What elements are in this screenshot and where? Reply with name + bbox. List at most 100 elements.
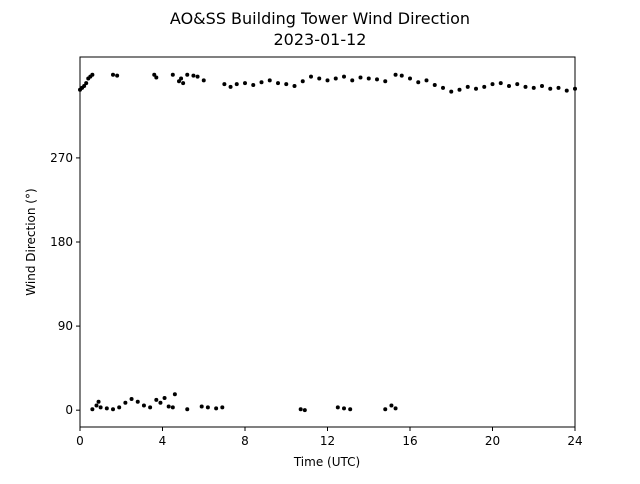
data-point [393, 72, 398, 77]
data-point [465, 84, 470, 89]
data-point [399, 73, 404, 78]
data-point [449, 89, 454, 94]
data-point [94, 403, 99, 408]
data-point [276, 81, 280, 86]
data-point [408, 76, 412, 81]
data-point [84, 81, 89, 86]
data-point [416, 80, 421, 85]
data-point [152, 72, 157, 77]
data-point [166, 404, 171, 409]
data-point [298, 407, 303, 412]
y-axis-label: Wind Direction (°) [24, 188, 38, 295]
data-point [170, 405, 175, 410]
data-point [172, 392, 177, 397]
data-point [325, 78, 330, 83]
data-point [523, 84, 528, 89]
data-point [104, 406, 109, 411]
data-point [191, 73, 196, 78]
data-point [179, 76, 184, 81]
data-point [342, 406, 346, 411]
data-point [98, 405, 103, 410]
data-point [148, 405, 153, 410]
data-point [220, 405, 225, 410]
data-point [556, 85, 561, 90]
data-point [284, 82, 289, 87]
data-point [490, 82, 495, 87]
data-point [300, 79, 305, 84]
data-point [181, 81, 186, 86]
x-tick-label: 16 [402, 434, 417, 448]
data-point [185, 407, 190, 412]
data-point [205, 405, 210, 410]
data-point [383, 79, 388, 84]
data-point [228, 84, 233, 89]
data-point [111, 407, 115, 412]
data-point [498, 81, 503, 86]
y-tick-label: 0 [65, 403, 73, 417]
data-point [234, 82, 239, 87]
data-point [195, 74, 200, 79]
data-point [383, 407, 388, 412]
data-point [177, 79, 181, 84]
data-point [358, 75, 363, 80]
data-point [317, 76, 322, 81]
data-point [292, 83, 297, 88]
data-point [90, 72, 95, 77]
x-tick-label: 8 [241, 434, 249, 448]
data-point [515, 82, 520, 87]
data-point [90, 407, 95, 412]
chart-subtitle: 2023-01-12 [274, 30, 367, 49]
data-point [348, 407, 353, 412]
chart-title: AO&SS Building Tower Wind Direction [170, 9, 470, 28]
y-tick-label: 270 [50, 151, 73, 165]
data-point [162, 396, 167, 401]
data-point [185, 72, 190, 77]
data-point [432, 83, 437, 88]
data-point [201, 78, 206, 83]
x-tick-label: 0 [76, 434, 84, 448]
data-point [531, 85, 536, 90]
data-point [154, 397, 159, 402]
data-point [366, 76, 371, 81]
data-point [267, 78, 272, 83]
data-point [393, 406, 398, 411]
data-point [389, 403, 394, 408]
data-point [333, 76, 338, 81]
data-point [199, 404, 204, 409]
data-point [123, 400, 128, 405]
data-point [135, 399, 140, 404]
y-tick-label: 90 [58, 319, 73, 333]
data-point [96, 399, 101, 404]
data-point [117, 405, 122, 410]
plot-frame [79, 56, 576, 428]
data-point [342, 74, 346, 79]
data-point [573, 86, 577, 91]
data-point [302, 408, 307, 413]
data-point [482, 84, 487, 89]
data-point [170, 72, 175, 77]
x-tick-label: 24 [567, 434, 582, 448]
data-point [350, 78, 355, 83]
data-point [251, 83, 256, 88]
data-point [564, 88, 569, 93]
data-point [441, 85, 445, 90]
data-point [548, 86, 553, 91]
data-point [424, 78, 429, 83]
x-axis-label: Time (UTC) [293, 455, 360, 469]
data-point [158, 400, 163, 405]
data-point [309, 74, 313, 79]
y-tick-label: 180 [50, 235, 73, 249]
data-point [507, 83, 511, 88]
data-point [474, 86, 478, 91]
data-point [214, 406, 219, 411]
x-tick-label: 12 [320, 434, 335, 448]
data-point [540, 83, 544, 88]
data-point [154, 75, 159, 80]
data-point [82, 83, 87, 88]
data-point [335, 405, 340, 410]
data-point [129, 396, 134, 401]
data-point [457, 87, 462, 92]
data-point [259, 80, 264, 85]
x-tick-label: 4 [159, 434, 167, 448]
